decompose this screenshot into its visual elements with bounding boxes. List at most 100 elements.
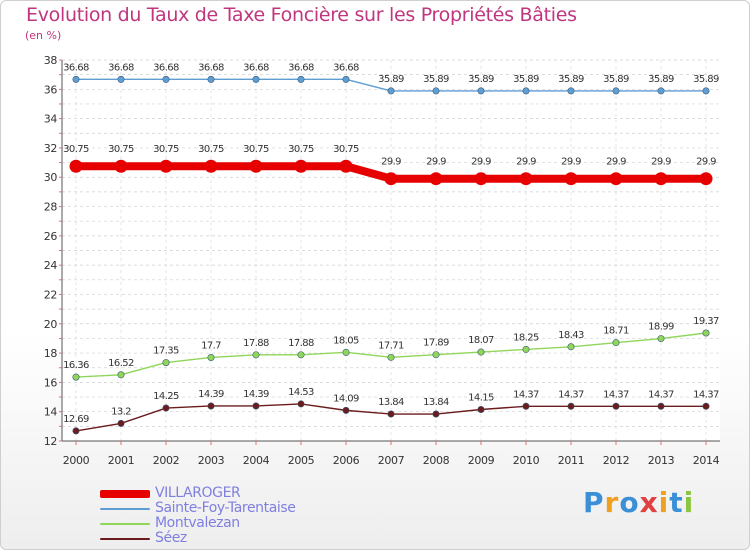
data-point-montvalezan [252,351,260,359]
data-label-sainte-foy-tarentaise: 35.89 [693,74,719,85]
data-point-montvalezan [297,351,305,359]
y-tick-label: 32 [44,142,57,155]
data-point-villaroger [519,172,533,186]
data-label-sainte-foy-tarentaise: 36.68 [108,62,134,73]
data-label-sainte-foy-tarentaise: 35.89 [648,74,674,85]
data-label-montvalezan: 16.36 [63,360,89,371]
data-label-montvalezan: 17.7 [201,340,221,351]
legend-swatch-montvalezan [100,523,150,525]
legend-swatch-seez [100,538,150,540]
logo-letter: i [683,486,695,519]
data-label-sainte-foy-tarentaise: 36.68 [63,62,89,73]
data-label-seez: 14.37 [648,389,674,400]
data-point-montvalezan [657,335,665,343]
legend-swatch-villaroger [100,490,150,498]
data-point-villaroger [474,172,488,186]
data-label-montvalezan: 18.05 [333,335,359,346]
data-point-villaroger [384,172,398,186]
data-point-sainte-foy-tarentaise [702,87,710,95]
legend-label-montvalezan: Montvalezan [155,515,240,531]
data-point-villaroger [654,172,668,186]
x-tick-label: 2004 [243,454,270,467]
logo-letter: P [583,486,605,519]
data-point-seez [612,402,620,410]
data-point-seez [252,402,260,410]
data-label-villaroger: 30.75 [63,144,89,155]
data-label-seez: 13.84 [423,397,449,408]
data-label-villaroger: 29.9 [561,157,581,168]
data-point-sainte-foy-tarentaise [522,87,530,95]
x-tick-label: 2008 [423,454,450,467]
chart-title: Evolution du Taux de Taxe Foncière sur l… [26,4,577,26]
data-point-montvalezan [567,343,575,351]
y-tick-label: 18 [44,347,58,360]
data-point-sainte-foy-tarentaise [657,87,665,95]
data-label-villaroger: 29.9 [606,157,626,168]
data-label-sainte-foy-tarentaise: 36.68 [333,62,359,73]
y-tick-label: 34 [44,113,58,126]
y-tick-label: 36 [44,83,58,96]
data-label-villaroger: 29.9 [651,157,671,168]
data-point-seez [432,410,440,418]
data-point-montvalezan [477,348,485,356]
data-point-montvalezan [387,353,395,361]
data-point-sainte-foy-tarentaise [432,87,440,95]
data-point-seez [387,410,395,418]
data-point-sainte-foy-tarentaise [72,75,80,83]
data-label-villaroger: 29.9 [381,157,401,168]
data-label-villaroger: 29.9 [516,157,536,168]
data-point-montvalezan [612,339,620,347]
logo-letter: r [604,486,620,519]
data-label-sainte-foy-tarentaise: 35.89 [513,74,539,85]
legend-label-villaroger: VILLAROGER [155,485,241,501]
data-point-villaroger [69,159,83,173]
data-point-villaroger [339,159,353,173]
data-point-montvalezan [342,348,350,356]
x-tick-label: 2012 [603,454,629,467]
data-label-seez: 14.25 [153,391,179,402]
data-label-seez: 13.2 [111,406,131,417]
y-tick-label: 26 [44,230,58,243]
data-label-montvalezan: 18.71 [603,326,629,337]
data-point-sainte-foy-tarentaise [477,87,485,95]
data-point-sainte-foy-tarentaise [117,75,125,83]
data-label-villaroger: 30.75 [108,144,134,155]
x-tick-label: 2005 [288,454,315,467]
data-point-villaroger [564,172,578,186]
proxiti-logo: Proxiti [583,486,694,519]
data-label-villaroger: 29.9 [696,157,716,168]
x-tick-label: 2014 [693,454,720,467]
data-label-sainte-foy-tarentaise: 35.89 [423,74,449,85]
data-point-seez [702,402,710,410]
data-point-villaroger [159,159,173,173]
data-label-sainte-foy-tarentaise: 35.89 [468,74,494,85]
data-label-villaroger: 30.75 [243,144,269,155]
data-point-villaroger [699,172,713,186]
logo-letter: x [639,486,659,519]
data-label-montvalezan: 17.71 [378,340,404,351]
data-label-montvalezan: 18.25 [513,332,539,343]
data-label-montvalezan: 17.89 [423,338,449,349]
y-tick-label: 14 [44,406,58,419]
data-label-sainte-foy-tarentaise: 36.68 [153,62,179,73]
logo-letter: o [619,486,640,519]
data-label-montvalezan: 19.37 [693,316,719,327]
data-point-villaroger [294,159,308,173]
data-label-villaroger: 29.9 [471,157,491,168]
data-label-villaroger: 30.75 [198,144,224,155]
data-point-seez [522,402,530,410]
data-label-seez: 14.53 [288,387,314,398]
data-label-sainte-foy-tarentaise: 35.89 [603,74,629,85]
data-label-montvalezan: 18.07 [468,335,494,346]
data-label-seez: 14.37 [693,389,719,400]
data-label-villaroger: 30.75 [288,144,314,155]
data-label-seez: 14.39 [198,389,224,400]
data-point-montvalezan [162,359,170,367]
data-label-montvalezan: 18.43 [558,330,584,341]
x-tick-label: 2001 [108,454,134,467]
logo-letter: i [658,486,670,519]
data-label-seez: 12.69 [63,414,89,425]
data-label-seez: 13.84 [378,397,404,408]
x-tick-label: 2011 [558,454,584,467]
data-label-montvalezan: 17.88 [288,338,314,349]
